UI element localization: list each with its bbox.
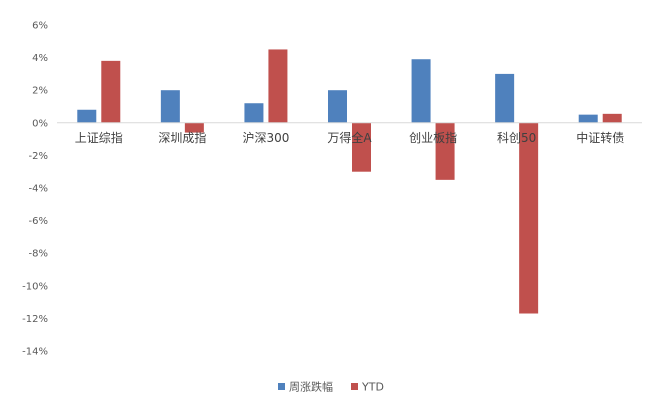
category-labels: 上证综指 深圳成指 沪深300 万得全A 创业板指 科创50 中证转债 [75,130,624,145]
y-tick-label: 4% [32,53,48,64]
bar-ytd-2 [268,49,288,123]
bar-weekly-change-3 [328,90,347,123]
y-tick-label: 2% [32,86,48,97]
bar-ytd-4 [435,122,455,180]
y-tick-label: -2% [29,151,48,162]
y-tick-label: 0% [32,118,48,129]
category-label: 上证综指 [75,130,123,145]
bar-series [77,49,622,314]
bar-weekly-change-1 [160,90,180,123]
bar-ytd-1 [184,122,204,133]
bar-weekly-change-2 [244,103,264,123]
bar-ytd-5 [519,122,539,314]
legend-label: 周涨跌幅 [289,380,333,394]
bar-ytd-3 [352,122,371,172]
y-tick-label: -6% [29,216,48,227]
y-tick-label: -12% [22,314,48,325]
legend-label: YTD [361,381,384,394]
category-label: 创业板指 [409,130,457,145]
category-label: 万得全A [327,130,372,145]
y-tick-label: 6% [32,21,48,32]
bar-ytd-0 [101,60,121,123]
y-tick-label: -14% [22,347,48,358]
legend: 周涨跌幅 YTD [278,380,384,394]
y-tick-label: -8% [29,249,48,260]
legend-swatch [278,383,285,390]
bar-weekly-change-4 [411,59,431,123]
bar-weekly-change-6 [578,114,598,123]
y-tick-label: -10% [22,281,48,292]
category-label: 深圳成指 [158,130,206,145]
y-tick-label: -4% [29,184,48,195]
legend-swatch [351,383,358,390]
category-label: 科创50 [497,131,536,145]
bar-weekly-change-5 [495,73,515,123]
y-axis: 6% 4% 2% 0% -2% -4% -6% -8% -10% -12% -14% [22,21,48,358]
bar-weekly-change-0 [77,109,97,123]
category-label: 沪深300 [242,131,289,145]
bar-ytd-6 [602,113,622,123]
category-label: 中证转债 [576,130,624,145]
